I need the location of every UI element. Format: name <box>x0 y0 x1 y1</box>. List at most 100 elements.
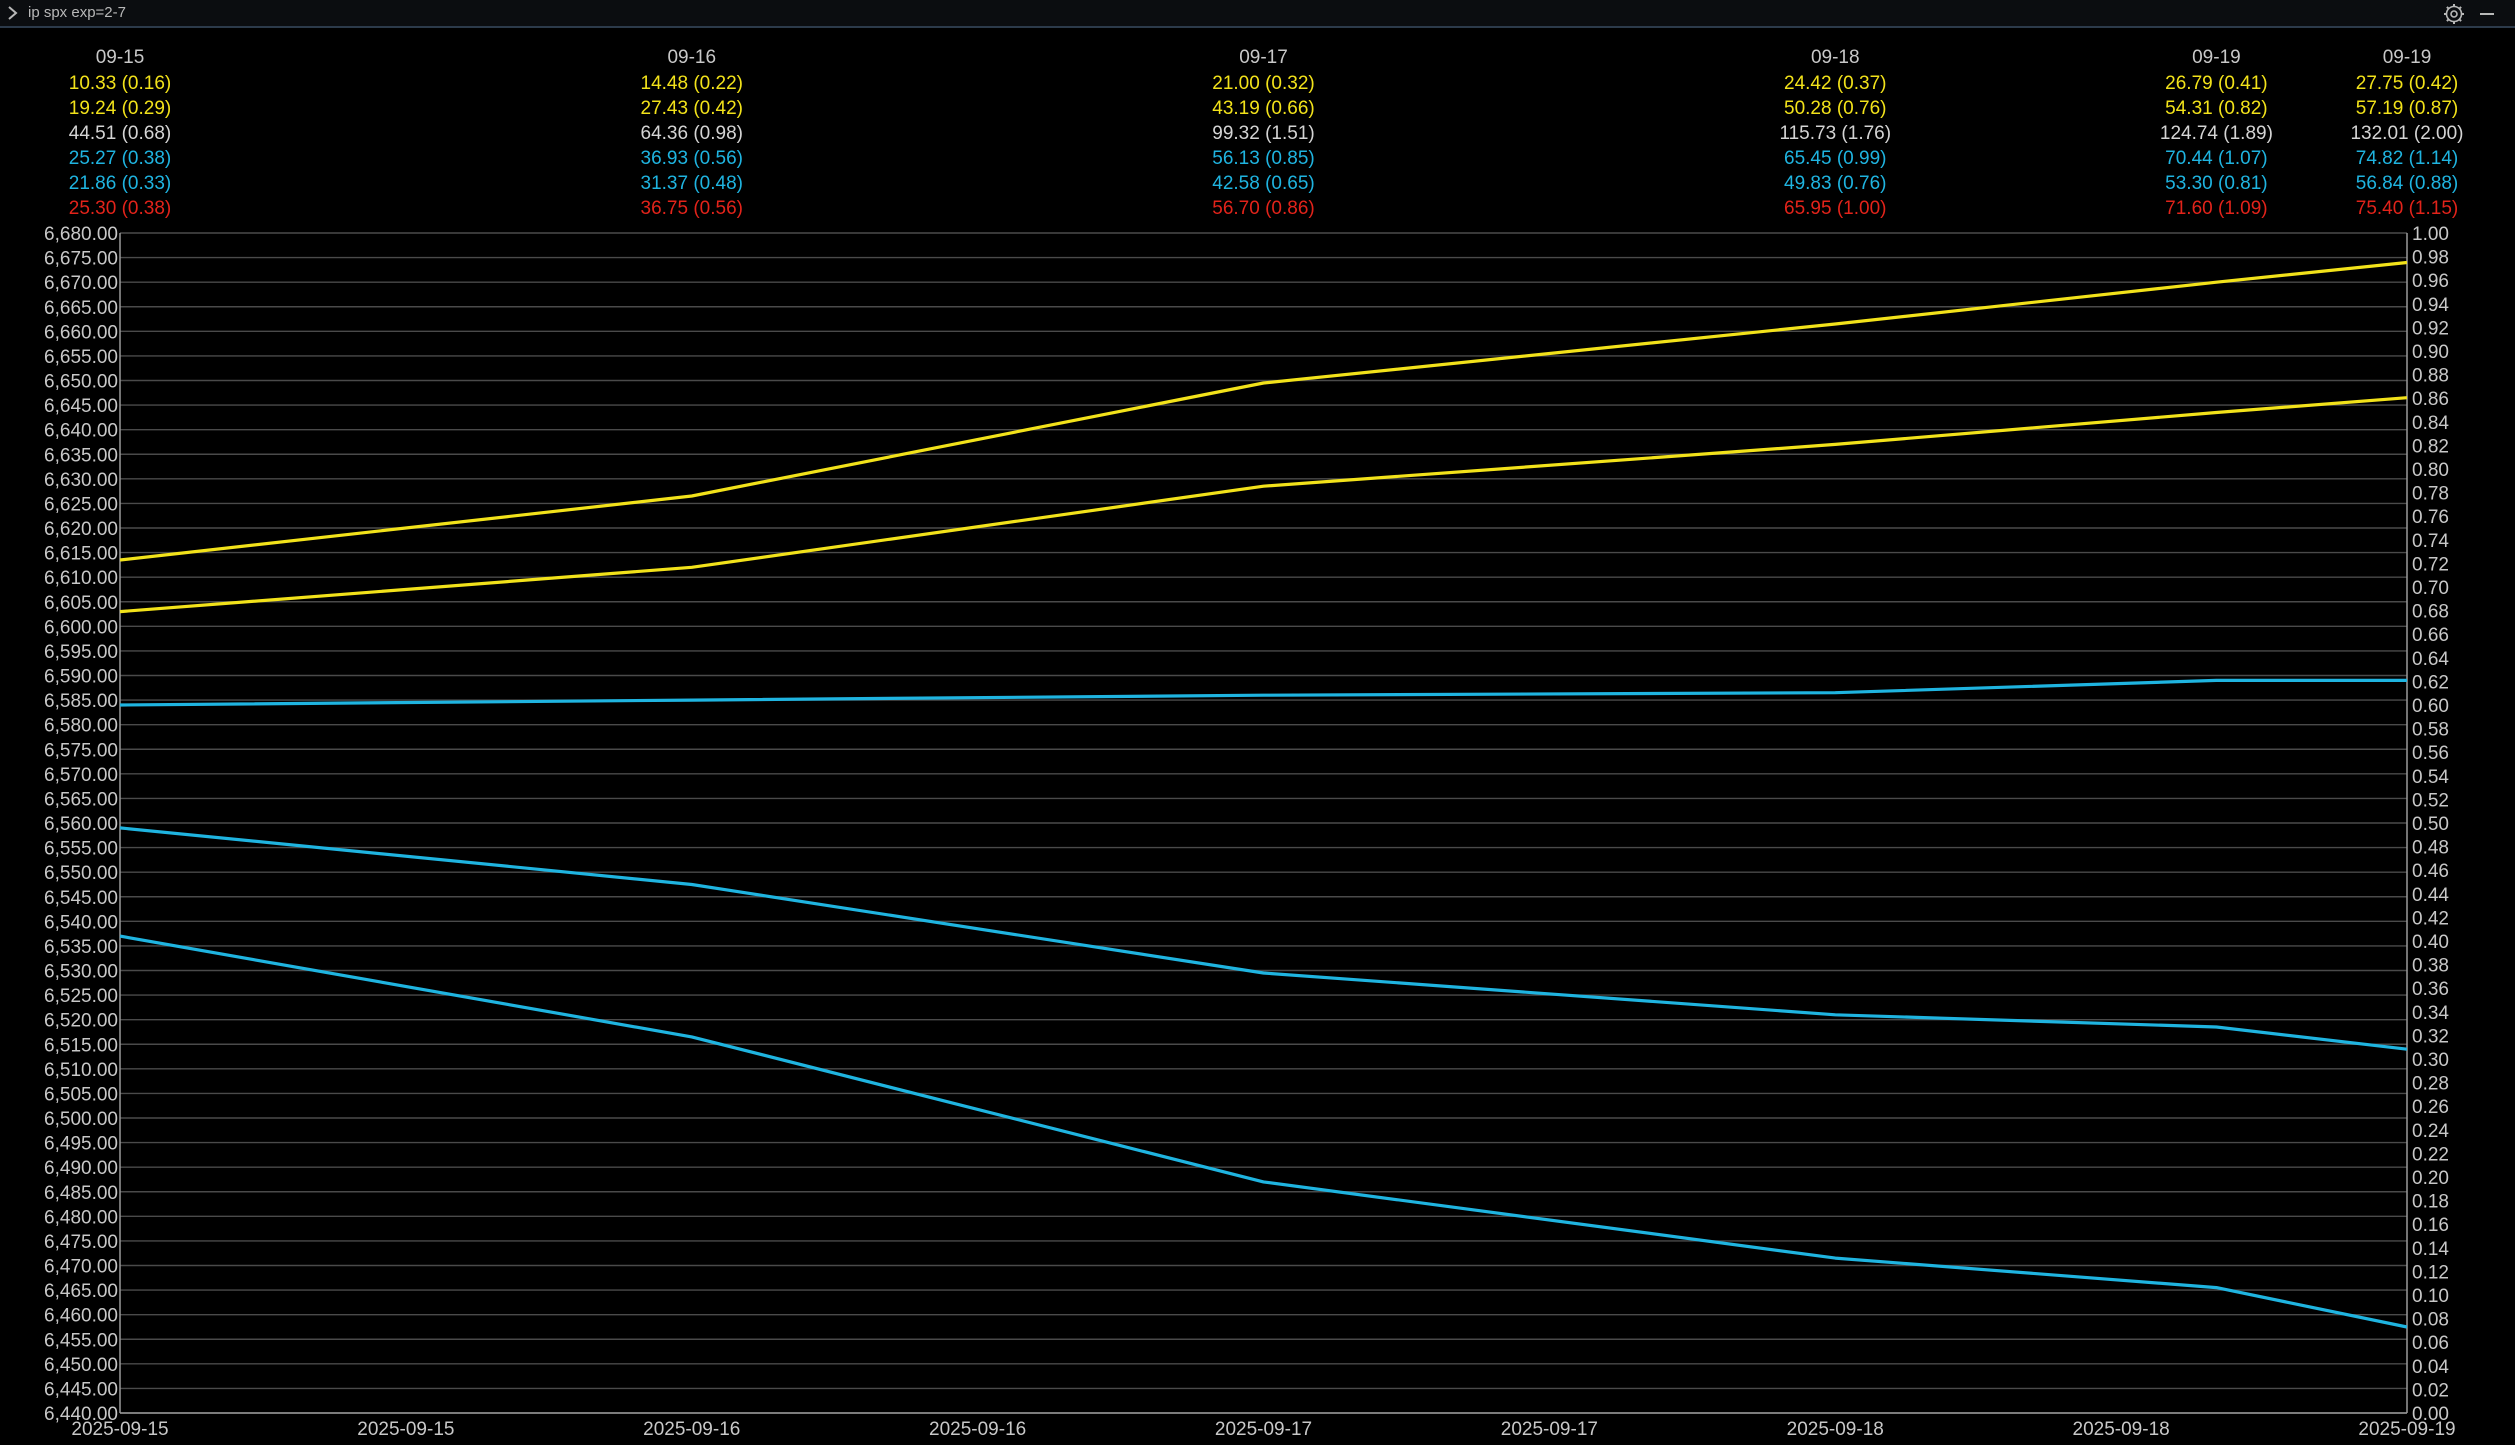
y-right-tick-label: 0.42 <box>2412 908 2449 929</box>
y-tick-label: 6,680.00 <box>44 224 118 245</box>
y-tick-label: 6,550.00 <box>44 863 118 884</box>
y-tick-label: 6,555.00 <box>44 839 118 860</box>
y-tick-label: 6,615.00 <box>44 544 118 565</box>
y-tick-label: 6,545.00 <box>44 888 118 909</box>
header-date: 09-17 <box>1239 47 1288 68</box>
header-value: 31.37 (0.48) <box>641 173 743 194</box>
y-right-tick-label: 0.90 <box>2412 342 2449 363</box>
y-tick-label: 6,630.00 <box>44 470 118 491</box>
y-tick-label: 6,585.00 <box>44 691 118 712</box>
y-right-tick-label: 0.48 <box>2412 838 2449 859</box>
header-value: 43.19 (0.66) <box>1212 98 1314 119</box>
header-value: 99.32 (1.51) <box>1212 123 1314 144</box>
header-date: 09-16 <box>667 47 716 68</box>
y-right-tick-label: 0.96 <box>2412 271 2449 292</box>
y-tick-label: 6,490.00 <box>44 1158 118 1179</box>
y-tick-label: 6,625.00 <box>44 494 118 515</box>
window-title: ip spx exp=2-7 <box>28 4 126 21</box>
header-value: 36.93 (0.56) <box>641 148 743 169</box>
y-right-tick-label: 0.60 <box>2412 696 2449 717</box>
header-value: 21.00 (0.32) <box>1212 73 1314 94</box>
y-right-tick-label: 0.36 <box>2412 979 2449 1000</box>
chevron-right-icon[interactable] <box>4 3 22 23</box>
y-tick-label: 6,515.00 <box>44 1035 118 1056</box>
y-tick-label: 6,485.00 <box>44 1183 118 1204</box>
line-chart: 09-15 10.33 (0.16) 19.24 (0.29) 44.51 (0.68… <box>44 47 2463 1440</box>
y-tick-label: 6,620.00 <box>44 519 118 540</box>
header-date: 09-15 <box>96 47 145 68</box>
y-tick-label: 6,655.00 <box>44 347 118 368</box>
y-tick-label: 6,565.00 <box>44 789 118 810</box>
y-right-tick-label: 0.32 <box>2412 1026 2449 1047</box>
header-value: 115.73 (1.76) <box>1779 123 1891 144</box>
y-tick-label: 6,640.00 <box>44 421 118 442</box>
y-right-tick-label: 0.68 <box>2412 602 2449 623</box>
x-tick-label: 2025-09-17 <box>1501 1419 1598 1440</box>
header-value: 70.44 (1.07) <box>2165 148 2267 169</box>
y-tick-label: 6,660.00 <box>44 322 118 343</box>
y-tick-label: 6,675.00 <box>44 249 118 270</box>
y-right-tick-label: 0.24 <box>2412 1121 2449 1142</box>
y-tick-label: 6,595.00 <box>44 642 118 663</box>
y-right-tick-label: 0.16 <box>2412 1215 2449 1236</box>
y-tick-label: 6,455.00 <box>44 1330 118 1351</box>
y-tick-label: 6,650.00 <box>44 372 118 393</box>
y-tick-label: 6,535.00 <box>44 937 118 958</box>
y-right-tick-label: 0.28 <box>2412 1074 2449 1095</box>
header-value: 65.95 (1.00) <box>1784 198 1886 219</box>
y-tick-label: 6,570.00 <box>44 765 118 786</box>
header-value: 14.48 (0.22) <box>641 73 743 94</box>
y-tick-label: 6,605.00 <box>44 593 118 614</box>
header-value: 36.75 (0.56) <box>641 198 743 219</box>
y-right-tick-label: 0.26 <box>2412 1097 2449 1118</box>
y-right-tick-label: 0.06 <box>2412 1333 2449 1354</box>
y-tick-label: 6,475.00 <box>44 1232 118 1253</box>
header-value: 26.79 (0.41) <box>2165 73 2267 94</box>
y-tick-label: 6,665.00 <box>44 298 118 319</box>
header-value: 27.43 (0.42) <box>641 98 743 119</box>
y-tick-label: 6,450.00 <box>44 1355 118 1376</box>
gear-icon[interactable] <box>2443 3 2465 25</box>
y-axis-right: 0.00 0.020.04 0.060.08 0.10 0.120.14 0.160.18… <box>2412 224 2449 1425</box>
y-tick-label: 6,580.00 <box>44 716 118 737</box>
y-right-tick-label: 0.72 <box>2412 554 2449 575</box>
header-value: 132.01 (2.00) <box>2350 123 2463 144</box>
y-tick-label: 6,530.00 <box>44 962 118 983</box>
y-right-tick-label: 0.80 <box>2412 460 2449 481</box>
y-right-tick-label: 0.30 <box>2412 1050 2449 1071</box>
y-right-tick-label: 0.22 <box>2412 1144 2449 1165</box>
series-lines <box>119 260 2408 1329</box>
y-right-tick-label: 0.34 <box>2412 1003 2449 1024</box>
header-value: 25.30 (0.38) <box>69 198 171 219</box>
header-value: 75.40 (1.15) <box>2356 198 2458 219</box>
x-tick-label: 2025-09-17 <box>1215 1419 1312 1440</box>
header-date: 09-19 <box>2383 47 2432 68</box>
y-right-tick-label: 1.00 <box>2412 224 2449 245</box>
header-value: 25.27 (0.38) <box>69 148 171 169</box>
x-tick-label: 2025-09-18 <box>2073 1419 2170 1440</box>
y-tick-label: 6,510.00 <box>44 1060 118 1081</box>
header-value: 56.84 (0.88) <box>2356 173 2458 194</box>
header-value: 124.74 (1.89) <box>2160 123 2273 144</box>
header-value: 56.13 (0.85) <box>1212 148 1314 169</box>
header-value: 49.83 (0.76) <box>1784 173 1886 194</box>
y-right-tick-label: 0.40 <box>2412 932 2449 953</box>
y-tick-label: 6,575.00 <box>44 740 118 761</box>
y-right-tick-label: 0.20 <box>2412 1168 2449 1189</box>
y-right-tick-label: 0.86 <box>2412 389 2449 410</box>
y-tick-label: 6,540.00 <box>44 912 118 933</box>
header-value: 56.70 (0.86) <box>1212 198 1314 219</box>
header-value: 74.82 (1.14) <box>2356 148 2458 169</box>
y-tick-label: 6,500.00 <box>44 1109 118 1130</box>
header-value: 19.24 (0.29) <box>69 98 171 119</box>
y-right-tick-label: 0.56 <box>2412 743 2449 764</box>
header-value: 54.31 (0.82) <box>2165 98 2267 119</box>
minimize-icon[interactable] <box>2476 3 2498 25</box>
y-tick-label: 6,445.00 <box>44 1379 118 1400</box>
y-tick-label: 6,590.00 <box>44 667 118 688</box>
series-line <box>119 678 2407 707</box>
x-tick-label: 2025-09-18 <box>1787 1419 1884 1440</box>
y-right-tick-label: 0.18 <box>2412 1192 2449 1213</box>
series-line <box>119 260 2408 562</box>
header-value: 42.58 (0.65) <box>1212 173 1314 194</box>
